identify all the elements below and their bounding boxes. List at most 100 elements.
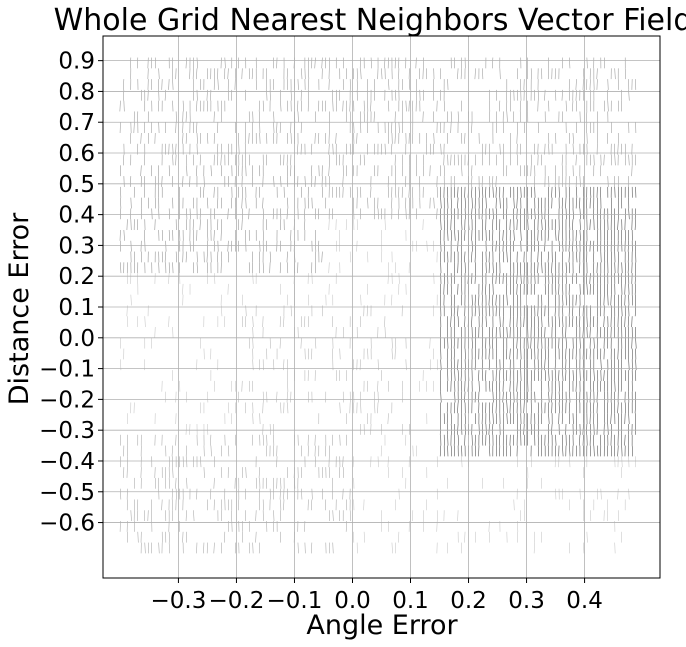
vector-arrow <box>499 197 501 209</box>
x-tick-label: −0.3 <box>150 588 206 614</box>
vector-arrow <box>457 197 459 209</box>
vector-arrow <box>352 456 354 468</box>
vector-arrow <box>603 316 605 328</box>
vector-arrow <box>443 273 445 284</box>
vector-arrow <box>168 542 170 554</box>
vector-arrow <box>185 111 187 123</box>
vector-arrow <box>136 316 139 328</box>
vector-arrow <box>123 79 125 90</box>
vector-arrow <box>530 208 533 220</box>
vector-arrow <box>280 402 282 414</box>
vector-arrow <box>589 327 591 338</box>
vector-arrow <box>558 391 560 403</box>
vector-arrow <box>534 208 536 220</box>
vector-arrow <box>516 283 518 295</box>
vector-arrow <box>606 283 609 295</box>
vector-arrow <box>526 229 528 241</box>
vector-arrow <box>489 176 491 187</box>
vector-arrow <box>617 219 619 231</box>
vector-arrow <box>182 176 184 187</box>
vector-arrow <box>593 337 595 349</box>
y-tick-label: 0.9 <box>58 49 95 75</box>
vector-arrow <box>143 154 146 166</box>
vector-arrow <box>627 240 629 252</box>
vector-arrow <box>144 542 146 554</box>
vector-arrow <box>617 424 620 435</box>
vector-arrow <box>492 208 494 220</box>
vector-arrow <box>464 413 466 425</box>
vector-arrow <box>617 488 619 500</box>
vector-arrow <box>450 424 452 435</box>
vector-arrow <box>450 348 452 360</box>
vector-arrow <box>164 251 166 263</box>
vector-arrow <box>606 251 609 263</box>
vector-arrow <box>213 229 215 241</box>
vector-arrow <box>544 370 546 381</box>
vector-arrow <box>562 316 564 328</box>
vector-arrow <box>450 154 452 166</box>
vector-arrow <box>503 402 505 414</box>
vector-arrow <box>217 154 219 166</box>
vector-arrow <box>519 100 521 112</box>
vector-arrow <box>245 467 247 478</box>
vector-arrow <box>185 57 187 69</box>
vector-arrow <box>279 337 281 349</box>
vector-arrow <box>617 445 619 457</box>
vector-arrow <box>439 424 441 435</box>
vector-arrow <box>575 294 577 306</box>
vector-arrow <box>196 68 198 80</box>
y-tick-label: 0.0 <box>58 326 95 352</box>
vector-arrow <box>252 273 254 284</box>
vector-arrow <box>474 68 476 80</box>
y-tick-label: −0.4 <box>39 449 95 475</box>
vector-arrow <box>150 510 152 522</box>
vector-arrow <box>230 197 233 209</box>
vector-arrow <box>499 229 501 241</box>
vector-arrow <box>614 154 616 166</box>
y-axis-label: Distance Error <box>4 212 35 405</box>
vector-arrow <box>604 402 606 414</box>
vector-arrow <box>352 165 354 177</box>
vector-arrow <box>454 370 456 381</box>
vector-arrow <box>576 240 578 252</box>
vector-arrow <box>311 542 313 554</box>
vector-arrow <box>485 316 487 328</box>
vector-arrow <box>457 68 459 80</box>
vector-arrow <box>555 434 557 446</box>
vector-arrow <box>283 316 285 328</box>
vector-arrow <box>304 208 306 220</box>
vector-arrow <box>547 229 549 241</box>
vector-arrow <box>471 186 473 198</box>
vector-arrow <box>311 165 313 177</box>
vector-arrow <box>471 316 473 328</box>
vector-arrow <box>617 197 620 209</box>
vector-arrow <box>569 456 571 468</box>
vector-arrow <box>356 219 358 231</box>
vector-arrow <box>624 434 626 446</box>
vector-arrow <box>523 262 526 274</box>
vector-arrow <box>624 208 626 220</box>
vector-arrow <box>213 542 215 554</box>
vector-arrow <box>492 57 494 69</box>
vector-arrow <box>499 100 501 112</box>
vector-arrow <box>589 273 591 284</box>
vector-arrow <box>314 57 316 69</box>
vector-arrow <box>537 445 539 457</box>
vector-arrow <box>590 424 592 435</box>
vector-arrow <box>492 337 494 349</box>
vector-arrow <box>168 316 170 328</box>
vector-arrow <box>315 240 317 252</box>
vector-arrow <box>582 424 584 435</box>
vector-arrow <box>248 132 250 144</box>
vector-arrow <box>242 316 244 328</box>
vector-arrow <box>597 370 599 381</box>
vector-arrow <box>332 510 334 522</box>
vector-arrow <box>242 294 244 306</box>
vector-arrow <box>502 391 504 403</box>
vector-arrow <box>510 262 512 274</box>
x-axis-label: Angle Error <box>306 610 458 641</box>
vector-arrow <box>526 68 528 80</box>
vector-arrow <box>461 165 463 177</box>
vector-arrow <box>460 68 462 80</box>
vector-arrow <box>540 370 542 381</box>
